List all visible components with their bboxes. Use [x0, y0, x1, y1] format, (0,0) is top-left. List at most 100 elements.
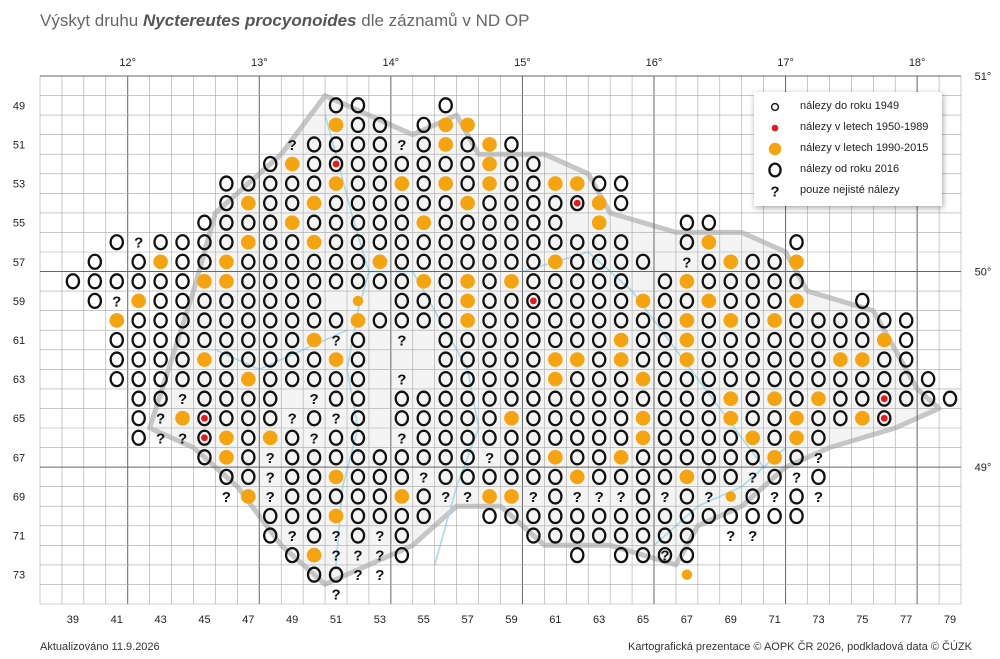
record-1990-2015-disc — [438, 137, 453, 152]
record-1990-2015-disc — [569, 352, 585, 367]
record-2016-ring — [657, 546, 673, 564]
record-2016-ring — [438, 234, 453, 251]
record-1990-2015-disc — [767, 313, 782, 328]
record-2016-ring — [526, 273, 541, 290]
record-1990-2015-dot — [681, 569, 693, 580]
record-2016-ring — [679, 214, 695, 231]
record-2016-ring — [328, 273, 344, 290]
record-2016-ring — [262, 331, 278, 349]
record-2016-ring — [526, 527, 541, 544]
record-2016-ring — [416, 234, 431, 251]
record-2016-ring — [504, 194, 519, 212]
record-2016-ring — [394, 194, 410, 212]
record-1990-2015-disc — [482, 137, 497, 152]
uncertain-record-mark: ? — [748, 469, 757, 486]
record-2016-ring — [745, 449, 760, 466]
record-2016-ring — [438, 449, 453, 466]
latitude-label: 49° — [975, 462, 992, 474]
legend-item: nálezy v letech 1950-1989 — [754, 118, 942, 138]
record-2016-ring — [328, 449, 344, 466]
record-1990-2015-disc — [876, 332, 892, 348]
record-2016-ring — [350, 136, 366, 153]
record-1990-2015-disc — [328, 508, 344, 524]
record-2016-ring — [306, 292, 322, 310]
record-2016-ring — [855, 292, 870, 310]
column-label: 59 — [505, 614, 517, 626]
uncertain-record-mark: ? — [573, 489, 582, 506]
record-1990-2015-disc — [679, 332, 695, 348]
record-2016-ring — [811, 312, 826, 329]
uncertain-record-mark: ? — [704, 489, 713, 506]
record-2016-ring — [197, 214, 212, 231]
record-2016-ring — [131, 273, 146, 290]
record-2016-ring — [262, 410, 278, 427]
record-1990-2015-disc — [328, 469, 344, 485]
record-2016-ring — [153, 273, 168, 290]
record-2016-ring — [613, 234, 629, 251]
record-2016-ring — [175, 331, 190, 349]
record-2016-ring — [262, 214, 278, 231]
record-2016-ring — [789, 390, 804, 407]
bold-ring-icon — [768, 162, 782, 178]
record-2016-ring — [789, 507, 804, 525]
record-2016-ring — [372, 312, 388, 329]
record-1990-2015-disc — [175, 410, 190, 426]
record-2016-ring — [548, 390, 563, 407]
record-2016-ring — [262, 390, 278, 407]
uncertain-record-mark: ? — [266, 489, 275, 506]
record-2016-ring — [87, 273, 103, 290]
record-2016-ring — [482, 292, 497, 310]
occurrence-symbols: ????????????????????????????????????????… — [65, 97, 958, 604]
record-2016-ring — [460, 351, 475, 368]
uncertain-record-mark: ? — [288, 528, 297, 545]
record-2016-ring — [526, 390, 541, 407]
record-2016-ring — [767, 351, 782, 368]
record-2016-ring — [482, 331, 497, 349]
record-1950-1989-dot — [332, 160, 340, 168]
record-2016-ring — [328, 253, 344, 270]
record-1990-2015-disc — [701, 293, 717, 309]
record-2016-ring — [197, 253, 212, 270]
longitude-label: 15° — [514, 57, 531, 69]
record-2016-ring — [416, 429, 431, 446]
record-2016-ring — [394, 312, 410, 329]
record-2016-ring — [153, 312, 168, 329]
record-2016-ring — [548, 429, 563, 446]
record-2016-ring — [438, 429, 453, 446]
record-2016-ring — [526, 351, 541, 368]
record-2016-ring — [372, 155, 388, 173]
record-2016-ring — [635, 449, 651, 466]
record-2016-ring — [789, 312, 804, 329]
record-2016-ring — [262, 234, 278, 251]
uncertain-record-mark: ? — [331, 333, 340, 350]
record-2016-ring — [460, 429, 475, 446]
record-1990-2015-disc — [679, 469, 695, 485]
record-2016-ring — [460, 410, 475, 427]
record-1990-2015-disc — [306, 234, 322, 250]
record-2016-ring — [241, 429, 256, 446]
record-2016-ring — [350, 410, 366, 427]
record-2016-ring — [833, 410, 848, 427]
record-2016-ring — [679, 390, 695, 407]
record-2016-ring — [416, 390, 431, 407]
record-1990-2015-disc — [394, 489, 410, 504]
record-2016-ring — [328, 136, 344, 153]
record-2016-ring — [372, 214, 388, 231]
record-1990-2015-disc — [723, 313, 739, 328]
record-1990-2015-disc — [460, 195, 475, 211]
record-2016-ring — [460, 214, 475, 231]
species-name: Nyctereutes procyonoides — [143, 11, 357, 30]
record-2016-ring — [855, 390, 870, 407]
column-label: 67 — [681, 614, 693, 626]
record-2016-ring — [613, 410, 629, 427]
column-label: 77 — [900, 614, 912, 626]
record-2016-ring — [920, 370, 936, 388]
record-2016-ring — [416, 488, 431, 505]
uncertain-record-mark: ? — [397, 137, 406, 154]
column-label: 47 — [242, 614, 254, 626]
record-2016-ring — [833, 312, 848, 329]
record-2016-ring — [372, 449, 388, 466]
record-1990-2015-disc — [767, 450, 782, 465]
record-2016-ring — [679, 449, 695, 466]
row-label: 51 — [13, 139, 25, 151]
